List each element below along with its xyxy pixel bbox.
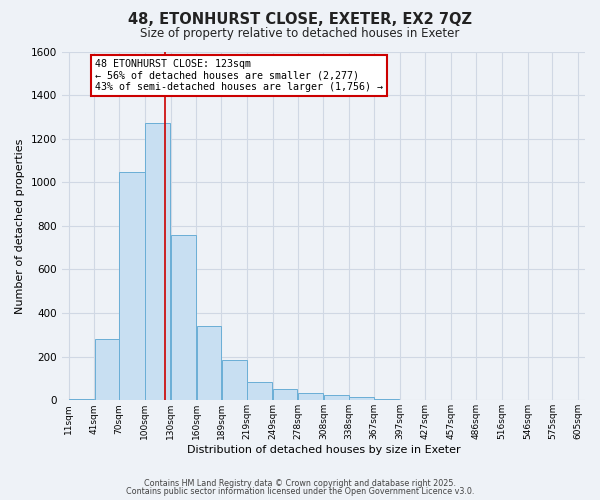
Bar [95, 340, 119, 400]
Text: Size of property relative to detached houses in Exeter: Size of property relative to detached ho… [140, 28, 460, 40]
Bar [298, 392, 323, 400]
Bar [171, 234, 196, 400]
Text: 48 ETONHURST CLOSE: 123sqm
← 56% of detached houses are smaller (2,277)
43% of s: 48 ETONHURST CLOSE: 123sqm ← 56% of deta… [95, 59, 383, 92]
Bar [221, 360, 247, 401]
Bar [247, 382, 272, 400]
Text: Contains public sector information licensed under the Open Government Licence v3: Contains public sector information licen… [126, 487, 474, 496]
Bar [323, 395, 349, 400]
Y-axis label: Number of detached properties: Number of detached properties [15, 138, 25, 314]
Text: Contains HM Land Registry data © Crown copyright and database right 2025.: Contains HM Land Registry data © Crown c… [144, 478, 456, 488]
X-axis label: Distribution of detached houses by size in Exeter: Distribution of detached houses by size … [187, 445, 460, 455]
Bar [374, 398, 400, 400]
Bar [349, 397, 374, 400]
Text: 48, ETONHURST CLOSE, EXETER, EX2 7QZ: 48, ETONHURST CLOSE, EXETER, EX2 7QZ [128, 12, 472, 28]
Bar [69, 399, 94, 400]
Bar [119, 172, 145, 400]
Bar [145, 124, 170, 400]
Bar [197, 326, 221, 400]
Bar [273, 390, 297, 400]
